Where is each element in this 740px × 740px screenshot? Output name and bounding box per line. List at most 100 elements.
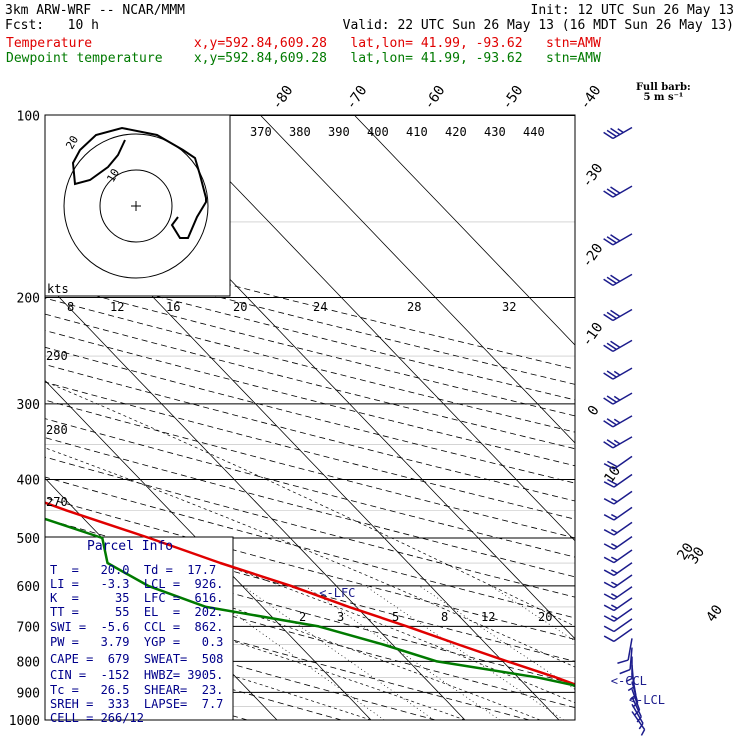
parcel-row: Tc = 26.5 SHEAR= 23. [50, 683, 224, 697]
isotherm-label: -40 [577, 83, 605, 113]
dry-adiabat-line [45, 456, 575, 598]
wind-barb-flag [603, 344, 614, 353]
wind-barb [603, 126, 633, 140]
hodograph-ring-inner [99, 169, 173, 243]
wind-barb-half [610, 615, 618, 620]
isotherm-label: 10 [601, 463, 624, 486]
pressure-tick-label: 400 [17, 473, 40, 488]
wind-barb-half [610, 528, 618, 534]
wind-barb-staff [629, 647, 633, 670]
wind-barb-flag [606, 129, 617, 138]
wind-barb-flag [606, 395, 617, 403]
model-title: 3km ARW-WRF -- NCAR/MMM [5, 3, 186, 18]
wind-barb [603, 586, 633, 600]
full-barb-legend: Full barb: 5 m s⁻¹ [636, 83, 691, 103]
wind-barb-flag [610, 309, 621, 318]
wind-barb-flag [606, 188, 617, 196]
dry-adiabat-line [45, 330, 575, 467]
wind-barb-half [613, 395, 621, 401]
wind-barb-half [625, 677, 633, 683]
wind-barb-staff [613, 628, 633, 643]
full-barb-line1: Full barb: [636, 82, 691, 93]
wind-barb-staff [631, 711, 646, 730]
wind-barb-staff [613, 618, 633, 633]
wind-barb [603, 506, 633, 521]
mixing-ratio-label: 24 [313, 300, 327, 314]
wind-barb-half [610, 593, 618, 598]
mixing-ratio-label: 3 [337, 610, 344, 624]
pressure-tick-label: 800 [17, 655, 40, 670]
wind-barb-flag [603, 463, 615, 470]
parcel-box [44, 536, 234, 721]
wind-barb-flag [606, 276, 617, 285]
wind-barb-half [610, 604, 618, 609]
wind-barb-staff [631, 696, 642, 718]
isotherm-line [72, 115, 575, 640]
wind-barb-half [640, 729, 646, 736]
isotherm-line [260, 115, 575, 444]
dry-adiabat-line [45, 266, 575, 401]
wind-barb [603, 618, 633, 633]
forecast-hour: Fcst: 10 h [5, 18, 99, 33]
pressure-tick-label: 900 [17, 686, 40, 701]
theta-label: 420 [445, 125, 467, 139]
dry-adiabat-line [45, 313, 575, 450]
wind-barb-flag [603, 635, 615, 643]
mixing-ratio-line [490, 585, 575, 642]
wind-barb-flag [606, 418, 617, 426]
mixing-ratio-label: 32 [502, 300, 516, 314]
theta-side-label: 290 [46, 349, 68, 363]
wind-barb [619, 647, 633, 675]
theta-side-label: 270 [46, 495, 68, 509]
temperature-legend: Temperature x,y=592.84,609.28 lat,lon= 4… [6, 36, 601, 51]
wind-barb [603, 339, 633, 353]
mixing-ratio-label: 12 [481, 610, 495, 624]
wind-barb-flag [603, 313, 614, 322]
wind-barb-flag [603, 569, 615, 577]
parcel-row: PW = 3.79 YGP = 0.3 [50, 635, 224, 649]
wind-barb-flag [619, 668, 631, 675]
mixing-ratio-line [365, 585, 564, 720]
mixing-ratio-label: 20 [233, 300, 247, 314]
mixing-ratio-label: 16 [166, 300, 180, 314]
theta-label: 390 [328, 125, 350, 139]
wind-barb-flag [606, 342, 617, 351]
wind-barb-flag [603, 420, 614, 428]
pressure-tick-label: 500 [17, 532, 40, 547]
wind-barb [603, 473, 633, 488]
isotherm-label: -10 [579, 320, 607, 350]
wind-barb-flag [606, 236, 617, 244]
dry-adiabat-line [45, 346, 575, 484]
pressure-tick-label: 200 [17, 291, 40, 306]
parcel-row: T = 20.0 Td = 17.7 [50, 563, 217, 577]
full-barb-line2: 5 m s⁻¹ [643, 92, 684, 103]
wind-barb [603, 607, 633, 622]
dry-adiabat-line [45, 251, 575, 385]
wind-barb-flag [603, 556, 615, 564]
wind-barb [603, 574, 633, 589]
wind-barb-flag [603, 625, 615, 633]
wind-barb [603, 628, 633, 643]
wind-barb-flag [603, 581, 615, 589]
wind-barb [603, 415, 633, 428]
dry-adiabat-line [45, 610, 436, 720]
wind-barb [631, 703, 644, 730]
wind-barb-half [638, 722, 644, 730]
mixing-ratio-label: 12 [110, 300, 124, 314]
wind-barb-half [610, 543, 618, 548]
wind-barbs [603, 126, 646, 736]
wind-barb-half [610, 581, 618, 586]
dry-adiabat-line [45, 236, 575, 370]
isotherm-label: -80 [269, 83, 297, 113]
wind-barb-flag [603, 190, 614, 198]
wind-barb-flag [617, 659, 629, 664]
mixing-ratio-label: 5 [392, 610, 399, 624]
wind-barb [603, 185, 633, 198]
wind-barb-staff [627, 638, 633, 661]
wind-barb-flag [603, 604, 615, 612]
wind-barb-half [610, 513, 618, 519]
wind-barb [603, 273, 633, 287]
dry-adiabat-line [45, 281, 575, 417]
